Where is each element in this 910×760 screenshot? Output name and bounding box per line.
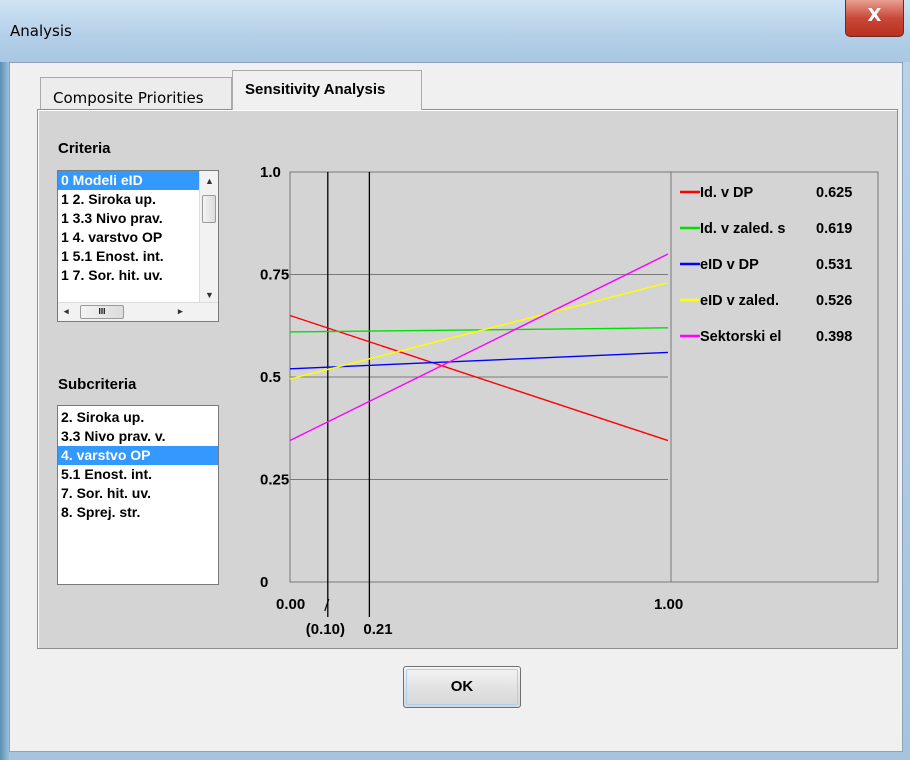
marker-label-current: 0.21 [363, 621, 392, 638]
criteria-vertical-scrollbar[interactable]: ▲ ▼ [199, 171, 218, 303]
legend-value: 0.398 [816, 329, 852, 345]
series-line [289, 314, 669, 442]
criteria-vscroll-thumb[interactable] [202, 195, 216, 223]
criteria-list-item[interactable]: 0 Modeli eID [58, 171, 218, 190]
y-tick-label: 0 [260, 574, 268, 591]
criteria-horizontal-scrollbar[interactable]: ◂ III ▸ [58, 302, 218, 321]
criteria-hscroll-thumb[interactable]: III [80, 305, 124, 319]
x-tick-label-left: 0.00 [276, 596, 305, 613]
subcriteria-list-item[interactable]: 7. Sor. hit. uv. [61, 485, 151, 501]
legend-value: 0.619 [816, 221, 852, 237]
series-line [289, 351, 669, 370]
criteria-list-item[interactable]: 1 7. Sor. hit. uv. [61, 267, 163, 283]
criteria-list-item[interactable]: 1 2. Siroka up. [61, 191, 156, 207]
subcriteria-list-item[interactable]: 5.1 Enost. int. [61, 466, 153, 482]
subcriteria-list-item[interactable]: 3.3 Nivo prav. v. [61, 428, 166, 444]
criteria-listbox[interactable]: 0 Modeli eID 1 2. Siroka up. 1 3.3 Nivo pr… [57, 170, 219, 322]
legend-label: Sektorski el [700, 329, 781, 345]
sensitivity-chart[interactable]: 0 0.25 0.5 0.75 1.0 0.00 1.00 (0.10) 0.21 Id. … [38, 110, 897, 648]
criteria-list-item[interactable]: 1 4. varstvo OP [61, 229, 163, 245]
legend-value: 0.531 [816, 257, 852, 273]
criteria-list-item[interactable]: 1 5.1 Enost. int. [61, 248, 164, 264]
scroll-up-icon[interactable]: ▲ [205, 176, 214, 186]
legend-value: 0.526 [816, 293, 852, 309]
tab-composite-priorities[interactable]: Composite Priorities [40, 77, 232, 110]
scroll-right-icon[interactable]: ▸ [178, 306, 183, 316]
marker-pointer [324, 598, 330, 612]
series-line [289, 253, 669, 442]
subcriteria-listbox[interactable]: 2. Siroka up. 3.3 Nivo prav. v. 4. varstvo… [57, 405, 219, 585]
subcriteria-list-item[interactable]: 8. Sprej. str. [61, 504, 141, 520]
window-border [0, 62, 9, 760]
y-tick-label: 1.0 [260, 164, 281, 181]
legend-label: Id. v DP [700, 185, 754, 201]
series-line [289, 327, 669, 333]
subcriteria-list-item[interactable]: 4. varstvo OP [58, 446, 218, 465]
legend-value: 0.625 [816, 185, 852, 201]
criteria-label: Criteria [58, 140, 111, 157]
criteria-list-item[interactable]: 1 3.3 Nivo prav. [61, 210, 163, 226]
y-tick-label: 0.75 [260, 267, 289, 284]
sensitivity-panel: Criteria 0 Modeli eID 1 2. Siroka up. 1 3.… [37, 109, 898, 649]
y-tick-label: 0.5 [260, 369, 281, 386]
tab-sensitivity-analysis[interactable]: Sensitivity Analysis [232, 70, 422, 110]
marker-label-original: (0.10) [306, 621, 345, 638]
y-tick-label: 0.25 [260, 472, 289, 489]
x-tick-label-right: 1.00 [654, 596, 683, 613]
legend-label: Id. v zaled. s [700, 221, 785, 237]
subcriteria-label: Subcriteria [58, 376, 137, 393]
legend-label: eID v DP [700, 257, 759, 273]
legend-label: eID v zaled. [700, 293, 779, 309]
grip-icon: III [98, 307, 106, 316]
series-line [289, 282, 669, 380]
scroll-left-icon[interactable]: ◂ [64, 306, 69, 316]
dialog-client: Composite Priorities Sensitivity Analysi… [9, 62, 903, 752]
title-bar[interactable]: Analysis X [0, 0, 910, 62]
close-icon: X [867, 5, 882, 26]
scroll-down-icon[interactable]: ▼ [205, 290, 214, 300]
ok-button[interactable]: OK [403, 666, 521, 708]
subcriteria-list-item[interactable]: 2. Siroka up. [61, 409, 145, 425]
window-title: Analysis [10, 22, 72, 40]
close-button[interactable]: X [845, 0, 904, 37]
